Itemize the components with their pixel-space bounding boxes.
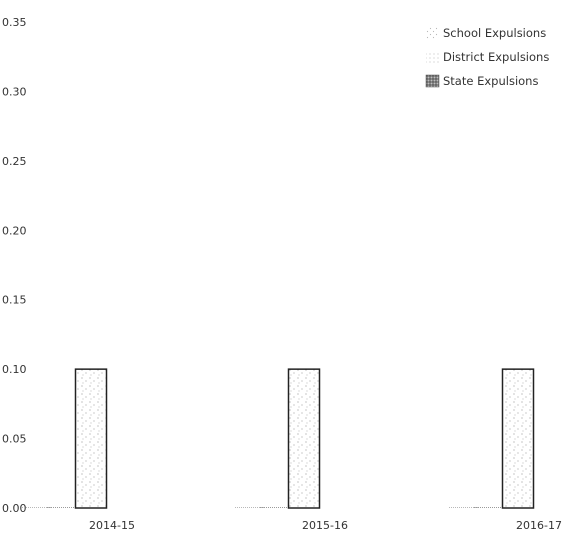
legend: School Expulsions District Expulsions Stat…: [425, 26, 549, 88]
legend-label: State Expulsions: [443, 74, 538, 88]
legend-swatch: [426, 27, 439, 39]
x-tick-label: 2016-17: [516, 519, 562, 532]
x-tick-label: 2014-15: [89, 519, 135, 532]
y-tick-label: 0.30: [2, 85, 27, 98]
y-tick-label: 0.25: [2, 155, 27, 168]
y-tick-label: 0.20: [2, 224, 27, 237]
y-tick-label: 0.15: [2, 294, 27, 307]
bar-state-expulsions: [501, 368, 535, 509]
legend-swatch: [426, 51, 439, 63]
legend-label: School Expulsions: [443, 26, 546, 40]
legend-swatch: [425, 74, 440, 88]
bar-marks: [22, 368, 535, 509]
legend-label: District Expulsions: [443, 50, 549, 64]
bar-state-expulsions: [74, 368, 108, 509]
bar-state-expulsions: [287, 368, 321, 509]
x-axis: 2014-15 2015-16 2016-17: [89, 519, 562, 532]
x-tick-label: 2015-16: [302, 519, 348, 532]
y-axis: 0.00 0.05 0.10 0.15 0.20 0.25 0.30 0.35: [2, 16, 27, 515]
y-tick-label: 0.05: [2, 433, 27, 446]
y-tick-label: 0.00: [2, 502, 27, 515]
y-tick-label: 0.35: [2, 16, 27, 29]
y-tick-label: 0.10: [2, 363, 27, 376]
